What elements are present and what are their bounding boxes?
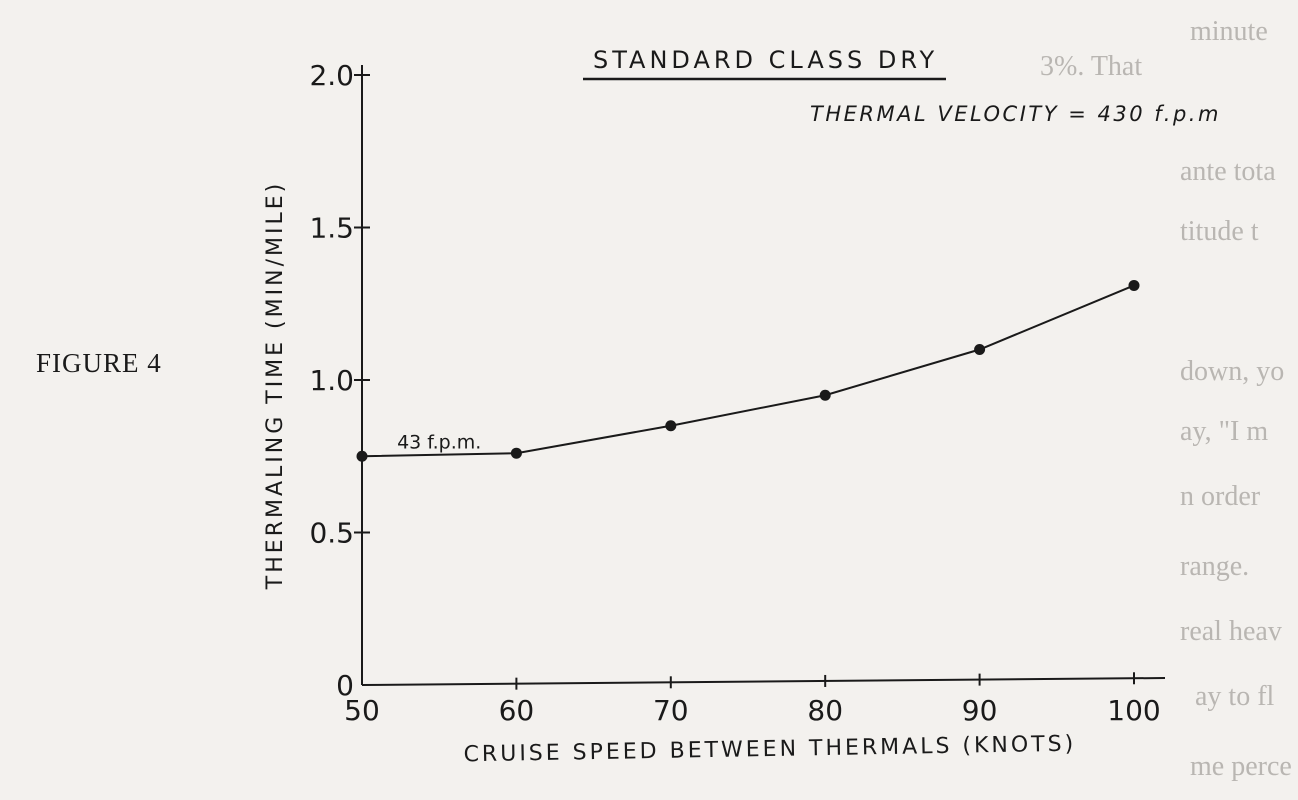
bleed-through-fragment: n order xyxy=(1180,481,1261,512)
figure-label: FIGURE 4 xyxy=(36,348,162,378)
x-tick-label: 80 xyxy=(807,694,843,727)
data-point xyxy=(356,450,368,462)
bleed-through-fragment: ay to fl xyxy=(1195,681,1275,712)
bleed-through-fragment: ante tota xyxy=(1180,156,1276,187)
bleed-through-fragment: range. xyxy=(1180,551,1249,582)
x-axis-line xyxy=(361,677,1166,686)
x-axis-label: CRUISE SPEED BETWEEN THERMALS (KNOTS) xyxy=(463,732,1076,768)
series-line xyxy=(361,284,1135,458)
bleed-through-fragment: titude t xyxy=(1180,216,1259,247)
y-tick-label: 2.0 xyxy=(309,59,354,92)
y-tick-label: 1.0 xyxy=(309,364,354,397)
data-point xyxy=(819,389,831,401)
x-tick-label: 60 xyxy=(499,694,535,727)
y-tick-label: 1.5 xyxy=(309,212,354,245)
data-point xyxy=(1128,279,1140,291)
bleed-through-fragment: 3%. That xyxy=(1040,51,1142,82)
y-axis-label: THERMALING TIME (MIN/MILE) xyxy=(263,181,288,590)
bleed-through-fragment: minute xyxy=(1190,16,1268,47)
x-tick-label: 70 xyxy=(653,694,689,727)
y-tick-label: 0 xyxy=(336,669,354,702)
series-layer xyxy=(356,279,1140,462)
chart-subtitle: THERMAL VELOCITY = 430 f.p.m xyxy=(810,102,1221,126)
x-axis-ticks: 50 60 70 80 90 100 xyxy=(344,672,1161,727)
bleed-through-text: minute 3%. That ante tota titude t down, yo a… xyxy=(1040,16,1292,782)
bleed-through-fragment: down, yo xyxy=(1180,356,1284,387)
annotation-layer: 43 f.p.m. xyxy=(397,431,481,453)
annotation-label: 43 f.p.m. xyxy=(397,431,481,453)
chart-title: STANDARD CLASS DRY xyxy=(593,46,938,74)
y-tick-label: 0.5 xyxy=(309,517,354,550)
x-tick-label: 50 xyxy=(344,694,380,727)
data-point xyxy=(974,344,986,355)
x-tick-label: 100 xyxy=(1107,694,1160,727)
y-axis-ticks: 0 0.5 1.0 1.5 2.0 xyxy=(309,59,370,702)
data-point xyxy=(665,420,677,432)
bleed-through-fragment: ay, "I m xyxy=(1180,416,1268,447)
bleed-through-fragment: me perce xyxy=(1190,751,1292,782)
bleed-through-fragment: real heav xyxy=(1180,616,1282,647)
data-point xyxy=(510,447,522,459)
x-tick-label: 90 xyxy=(962,694,998,727)
